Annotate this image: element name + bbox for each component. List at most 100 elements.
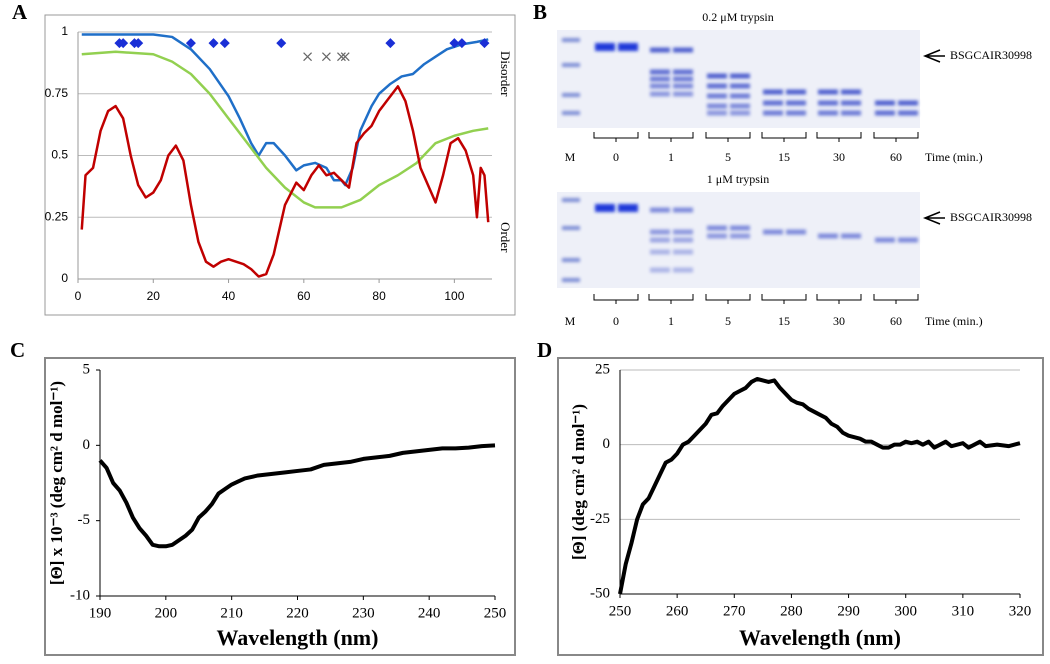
y-tick-label: 0 [83, 437, 91, 453]
lane-bracket [705, 294, 751, 304]
marker-lane-label: M [565, 150, 576, 164]
x-marker [303, 52, 313, 62]
panel-frame [44, 357, 516, 656]
time-label: 15 [778, 150, 790, 164]
gel-band [673, 249, 693, 255]
x-marker [340, 52, 350, 62]
y-tick-label: -5 [78, 512, 91, 528]
lane-bracket [816, 294, 862, 304]
x-marker [321, 52, 331, 62]
x-tick-label: 200 [155, 605, 178, 621]
gel-band [562, 258, 580, 262]
gel-band [841, 89, 861, 95]
data-line [81, 50, 489, 209]
time-label: 1 [668, 314, 674, 328]
gel-band [673, 83, 693, 89]
gel-band [650, 207, 670, 213]
x-tick-label: 20 [147, 289, 161, 303]
diamond-marker [385, 38, 396, 49]
x-marker [337, 52, 346, 62]
panel-label: C [10, 338, 25, 362]
gel-band [707, 103, 727, 109]
lane-bracket [873, 294, 919, 304]
gel-band [786, 100, 806, 106]
diamond-marker [208, 38, 219, 49]
x-tick-label: 240 [418, 605, 441, 621]
gel-band [650, 69, 670, 75]
data-line [81, 33, 489, 187]
panel-label: B [533, 0, 547, 24]
data-line [618, 376, 1021, 595]
y-axis-label: [Θ] (deg cm² d mol⁻¹) [569, 404, 588, 560]
gel-band [875, 237, 895, 243]
gel-band [730, 103, 750, 109]
x-tick-label: 250 [609, 603, 632, 619]
gel-band [841, 233, 861, 239]
gel-band [707, 110, 727, 116]
gel-band [650, 267, 670, 273]
gel-band [618, 43, 638, 51]
time-label: 0 [613, 314, 619, 328]
gel-band [730, 233, 750, 239]
gel-band [650, 229, 670, 235]
lane-bracket [761, 294, 807, 304]
gel-band [841, 100, 861, 106]
lane-bracket [593, 132, 639, 142]
gel-band [730, 73, 750, 79]
time-label: 60 [890, 150, 902, 164]
x-tick-label: 280 [780, 603, 803, 619]
diamond-marker [133, 38, 144, 49]
axis-side-label: Order [498, 222, 513, 253]
diamond-marker [185, 38, 196, 49]
gel-band [562, 278, 580, 282]
gel-band [673, 207, 693, 213]
diamond-marker [276, 38, 287, 49]
y-tick-label: -50 [590, 585, 610, 601]
x-axis-label: Wavelength (nm) [217, 625, 379, 650]
x-tick-label: 220 [286, 605, 309, 621]
y-tick-label: 25 [595, 361, 610, 377]
gel-band [730, 110, 750, 116]
y-tick-label: 0.5 [51, 148, 68, 162]
diamond-marker [449, 38, 460, 49]
gel-band [673, 91, 693, 97]
gel-band [786, 110, 806, 116]
lane-bracket [873, 132, 919, 142]
gel-band [875, 110, 895, 116]
time-axis-label: Time (min.) [925, 314, 983, 328]
arrow-label: BSGCAIR30998 [950, 210, 1032, 224]
y-tick-label: 1 [61, 24, 68, 38]
gel-band [763, 100, 783, 106]
gel-band [618, 204, 638, 212]
gel-band [730, 83, 750, 89]
x-tick-label: 320 [1009, 603, 1032, 619]
gel-band [818, 110, 838, 116]
lane-bracket [761, 132, 807, 142]
gel-band [818, 233, 838, 239]
gel-band [673, 229, 693, 235]
gel-band [650, 83, 670, 89]
lane-bracket [705, 132, 751, 142]
gel-band [763, 89, 783, 95]
panel-frame [44, 14, 516, 316]
y-tick-label: -25 [590, 511, 610, 527]
lane-bracket [816, 132, 862, 142]
gel-band [595, 43, 615, 51]
y-tick-label: 5 [83, 361, 91, 377]
x-tick-label: 260 [666, 603, 689, 619]
gel-band [875, 100, 895, 106]
gel-band [673, 237, 693, 243]
y-tick-label: 0.25 [45, 209, 69, 223]
x-tick-label: 250 [484, 605, 507, 621]
x-tick-label: 100 [444, 289, 464, 303]
gel-band [595, 204, 615, 212]
data-line [98, 443, 496, 549]
diamond-marker [479, 38, 490, 49]
x-tick-label: 310 [952, 603, 975, 619]
gel-band [707, 93, 727, 99]
gel-band [562, 63, 580, 67]
gel-band [650, 47, 670, 53]
x-tick-label: 190 [89, 605, 112, 621]
gel-band [763, 229, 783, 235]
axis-side-label: Disorder [498, 51, 513, 97]
